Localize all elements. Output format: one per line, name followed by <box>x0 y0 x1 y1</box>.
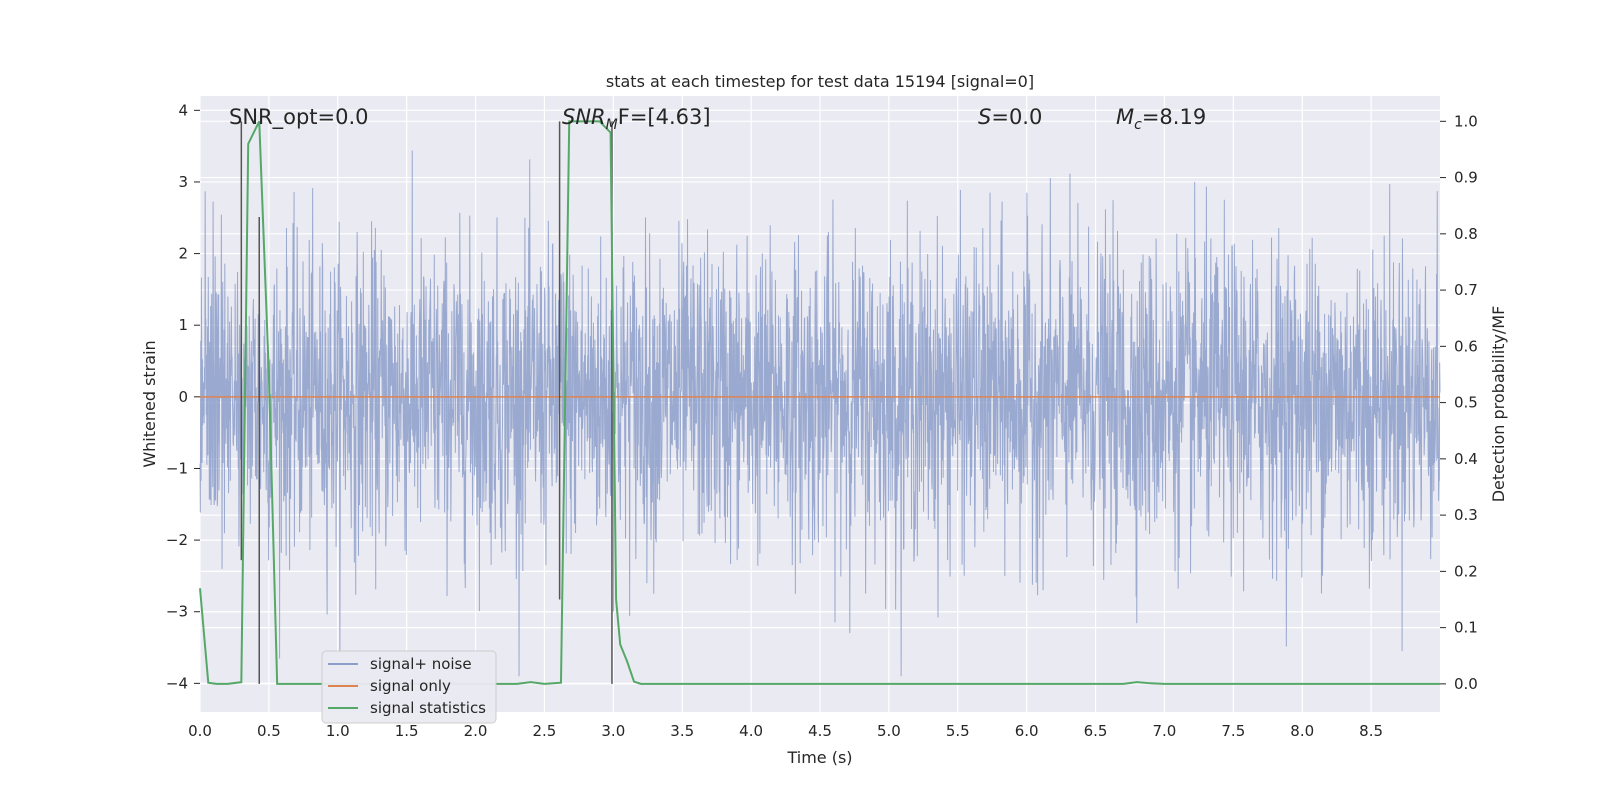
y-tick-right-1: 0.1 <box>1454 619 1478 637</box>
y-tick-left-3: −1 <box>166 459 188 477</box>
annotation-s: S=0.0 <box>978 105 1042 129</box>
y-tick-right-6: 0.6 <box>1454 337 1478 355</box>
annotation-mc-sub: c <box>1134 117 1142 133</box>
annotation-snr-mf: SNRMF=[4.63] <box>562 105 711 133</box>
x-tick-labels: 0.0 0.5 1.0 1.5 2.0 2.5 3.0 3.5 4.0 4.5 5.0 5.5 6.0 6… <box>188 722 1383 740</box>
y-tick-left-4: 0 <box>178 388 188 406</box>
x-tick-16: 8.0 <box>1290 722 1314 740</box>
y-tick-left-6: 2 <box>178 245 188 263</box>
legend-box <box>321 650 497 724</box>
x-tick-17: 8.5 <box>1359 722 1383 740</box>
y-tick-labels-right: 0.0 0.1 0.2 0.3 0.4 0.5 0.6 0.7 0.8 0.9 1.0 <box>1440 112 1478 693</box>
y-axis-label-left: Whitened strain <box>140 340 159 467</box>
annotation-snr-opt: SNR_opt=0.0 <box>229 105 369 130</box>
x-tick-12: 6.0 <box>1015 722 1039 740</box>
y-tick-left-0: −4 <box>166 674 188 692</box>
x-axis-label: Time (s) <box>786 748 852 767</box>
x-tick-14: 7.0 <box>1153 722 1177 740</box>
x-tick-9: 4.5 <box>808 722 832 740</box>
x-tick-1: 0.5 <box>257 722 281 740</box>
vertical-markers <box>240 121 613 684</box>
y-axis-label-right: Detection probability/MF <box>1489 306 1508 503</box>
x-tick-7: 3.5 <box>670 722 694 740</box>
y-tick-left-5: 1 <box>178 316 188 334</box>
annotation-mc-rest: =8.19 <box>1142 105 1206 129</box>
y-tick-left-2: −2 <box>166 531 188 549</box>
series-signal-statistics <box>199 120 1440 685</box>
x-tick-13: 6.5 <box>1084 722 1108 740</box>
annotation-s-rest: =0.0 <box>991 105 1042 129</box>
annotation-mc-italic: M <box>1116 105 1134 129</box>
legend-label-signal-only: signal only <box>370 677 451 695</box>
x-tick-11: 5.5 <box>946 722 970 740</box>
chart-title: stats at each timestep for test data 151… <box>606 72 1034 91</box>
x-tick-6: 3.0 <box>601 722 625 740</box>
series-signal-noise <box>199 150 1441 677</box>
legend-label-signal-statistics: signal statistics <box>370 699 486 717</box>
y-tick-right-2: 0.2 <box>1454 562 1478 580</box>
annotation-snr-mf-sub: M <box>606 117 618 133</box>
y-tick-right-7: 0.7 <box>1454 281 1478 299</box>
x-tick-8: 4.0 <box>739 722 763 740</box>
y-tick-labels-left: −4 −3 −2 −1 0 1 2 3 4 <box>166 101 200 692</box>
annotation-s-italic: S <box>978 105 991 129</box>
y-tick-right-0: 0.0 <box>1454 675 1478 693</box>
x-tick-2: 1.0 <box>326 722 350 740</box>
annotation-mc: Mc=8.19 <box>1116 105 1206 133</box>
annotation-snr-mf-rest: F=[4.63] <box>618 105 711 129</box>
signal-statistics-line <box>199 120 1440 685</box>
y-tick-left-7: 3 <box>178 173 188 191</box>
legend-label-signal-noise: signal+ noise <box>370 655 472 673</box>
y-tick-left-8: 4 <box>178 101 188 119</box>
y-tick-right-9: 0.9 <box>1454 169 1478 187</box>
x-tick-4: 2.0 <box>464 722 488 740</box>
y-tick-right-3: 0.3 <box>1454 506 1478 524</box>
annotation-snr-mf-italic: SNR <box>562 105 606 129</box>
y-tick-right-10: 1.0 <box>1454 112 1478 130</box>
y-tick-right-8: 0.8 <box>1454 225 1478 243</box>
legend: signal+ noise signal only signal statist… <box>321 650 497 724</box>
x-tick-5: 2.5 <box>533 722 557 740</box>
y-tick-right-4: 0.4 <box>1454 450 1478 468</box>
signal-noise-line <box>199 150 1441 677</box>
y-tick-right-5: 0.5 <box>1454 394 1478 412</box>
x-tick-10: 5.0 <box>877 722 901 740</box>
x-tick-0: 0.0 <box>188 722 212 740</box>
y-tick-left-1: −3 <box>166 603 188 621</box>
x-tick-15: 7.5 <box>1221 722 1245 740</box>
x-tick-3: 1.5 <box>395 722 419 740</box>
